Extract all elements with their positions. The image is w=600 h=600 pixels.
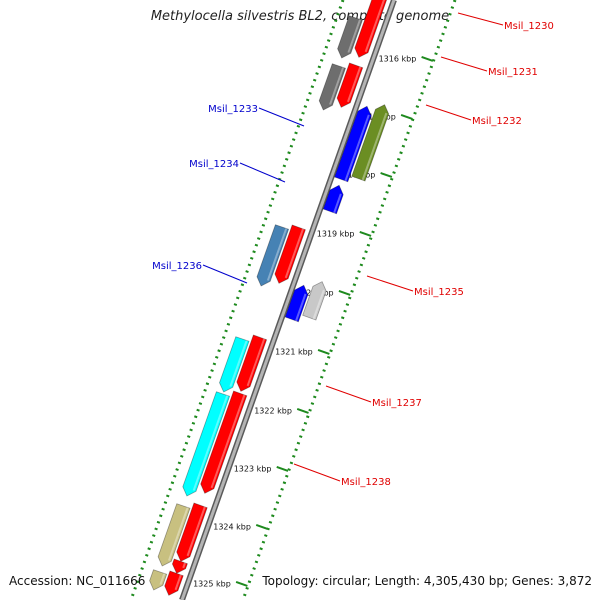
- gene-label: Msil_1230: [504, 21, 554, 32]
- gene-leader-line: [425, 104, 472, 121]
- gene-arrow: [336, 62, 364, 108]
- topology-text: Topology: circular; Length: 4,305,430 bp…: [262, 574, 592, 588]
- tick-label: 1325 kbp: [193, 580, 231, 589]
- gene-highlight: [159, 573, 166, 585]
- tick-mark: [317, 349, 330, 355]
- gene-leader-line: [258, 107, 305, 127]
- gene-arrow: [164, 570, 184, 596]
- gene-label: Msil_1235: [414, 287, 464, 298]
- gene-label: Msil_1231: [488, 67, 538, 78]
- gene-arrow: [200, 390, 248, 494]
- gene-highlight: [347, 66, 362, 103]
- gene-leader-line: [366, 275, 414, 292]
- gene-label: Msil_1233: [208, 104, 258, 115]
- gene-label: Msil_1234: [189, 159, 239, 170]
- gene-label: Msil_1236: [152, 261, 202, 272]
- gene-arrow: [318, 63, 347, 111]
- gene-arrow: [334, 105, 372, 183]
- gene-arrow: [219, 336, 250, 393]
- gene-highlight: [186, 506, 206, 557]
- gene-arrow: [302, 281, 327, 321]
- tick-mark: [380, 172, 393, 178]
- gene-highlight: [364, 0, 386, 53]
- gene-leader-line: [457, 12, 504, 26]
- gene-highlight: [174, 574, 182, 591]
- gene-highlight: [210, 394, 246, 489]
- gene-arrow: [171, 558, 188, 574]
- gene-highlight: [229, 340, 248, 387]
- tick-mark: [338, 290, 351, 296]
- tick-mark: [359, 231, 372, 237]
- gene-highlight: [182, 562, 186, 569]
- gene-highlight: [344, 114, 370, 182]
- inner-scale-ring: [129, 0, 345, 600]
- outer-scale-ring: [241, 0, 457, 600]
- gene-arrow: [274, 224, 306, 284]
- gene-leader-line: [293, 463, 341, 482]
- feature-layer: [149, 0, 390, 596]
- tick-label: 1316 kbp: [379, 55, 417, 64]
- tick-mark: [400, 114, 413, 120]
- gene-arrow: [351, 104, 390, 182]
- tick-mark: [296, 408, 309, 414]
- gene-arrow: [354, 0, 388, 58]
- tick-label: 1319 kbp: [317, 230, 355, 239]
- gene-arrow: [337, 15, 363, 59]
- gene-leader-line: [202, 264, 248, 284]
- tick-mark: [421, 56, 434, 62]
- accession-text: Accession: NC_011666: [9, 574, 146, 588]
- tick-mark: [235, 581, 248, 587]
- gene-leader-line: [440, 56, 488, 72]
- tick-label: 1323 kbp: [234, 465, 272, 474]
- gene-highlight: [284, 228, 304, 279]
- gene-arrow: [176, 502, 208, 562]
- gene-label: Msil_1238: [341, 477, 391, 488]
- gene-arrow: [236, 334, 268, 392]
- gene-arrow: [182, 391, 231, 497]
- gene-arrow: [322, 184, 344, 215]
- gene-arrow: [157, 503, 191, 567]
- gene-arrow: [149, 569, 168, 591]
- gene-leader-line: [239, 162, 286, 183]
- gene-label: Msil_1232: [472, 116, 522, 127]
- tick-mark: [255, 524, 268, 530]
- gene-highlight: [168, 507, 189, 561]
- gene-highlight: [295, 293, 307, 322]
- gene-arrow: [256, 224, 290, 287]
- gene-highlight: [246, 338, 266, 387]
- gene-leader-line: [325, 385, 372, 403]
- label-layer: Msil_1230 Msil_1231 Msil_1232 Msil_1233 Msil…: [152, 12, 554, 488]
- gene-highlight: [329, 67, 344, 105]
- tick-label: 1321 kbp: [275, 348, 313, 357]
- gene-arrow: [284, 284, 309, 323]
- gene-highlight: [312, 289, 325, 320]
- gene-highlight: [266, 228, 288, 281]
- gene-highlight: [361, 112, 388, 181]
- tick-label: 1322 kbp: [254, 407, 292, 416]
- gene-label: Msil_1237: [372, 398, 422, 409]
- gene-highlight: [192, 395, 229, 491]
- backbone: [180, 0, 396, 600]
- gene-highlight: [347, 19, 361, 53]
- tick-mark: [276, 466, 289, 472]
- tick-label: 1324 kbp: [213, 523, 251, 532]
- gene-highlight: [333, 193, 342, 214]
